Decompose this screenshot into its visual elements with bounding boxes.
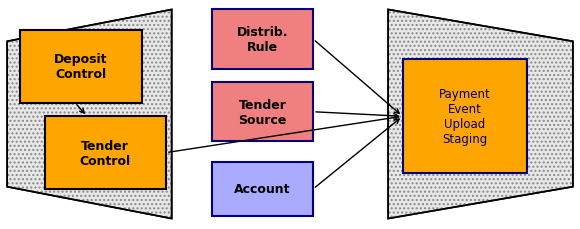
Text: Tender
Source: Tender Source [238, 98, 287, 126]
Bar [45, 117, 166, 189]
Text: Payment
Event
Upload
Staging: Payment Event Upload Staging [438, 88, 491, 146]
Text: Deposit
Control: Deposit Control [55, 53, 108, 81]
Text: Account: Account [234, 183, 291, 196]
Bar [403, 60, 527, 173]
Polygon shape [388, 11, 573, 218]
Bar [212, 11, 313, 69]
Bar [20, 31, 142, 103]
Text: Tender
Control: Tender Control [79, 139, 131, 167]
Polygon shape [7, 11, 172, 218]
Text: Distrib.
Rule: Distrib. Rule [237, 26, 288, 54]
Bar [212, 162, 313, 216]
Bar [212, 83, 313, 142]
